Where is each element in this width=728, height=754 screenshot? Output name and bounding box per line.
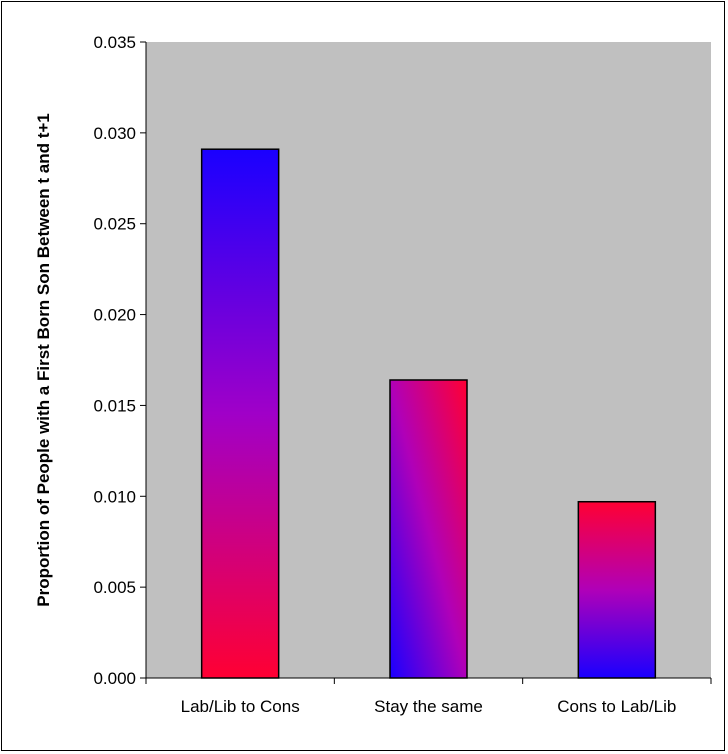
bars-group xyxy=(200,148,657,679)
x-tick-label: Stay the same xyxy=(374,697,483,716)
bar xyxy=(389,379,468,679)
y-tick-label: 0.010 xyxy=(93,487,136,506)
y-tick-label: 0.030 xyxy=(93,124,136,143)
y-tick-label: 0.025 xyxy=(93,215,136,234)
y-tick-label: 0.035 xyxy=(93,33,136,52)
bar xyxy=(200,148,280,679)
y-axis: 0.000 0.005 0.010 0.015 0.020 0.025 0.030 0.035 xyxy=(93,33,147,688)
y-axis-title: Proportion of People with a First Born S… xyxy=(34,113,53,607)
bar xyxy=(577,500,657,679)
y-tick-label: 0.015 xyxy=(93,396,136,415)
x-axis: Lab/Lib to Cons Stay the same Cons to Lab/… xyxy=(145,677,712,716)
x-tick-label: Cons to Lab/Lib xyxy=(557,697,676,716)
x-tick-label: Lab/Lib to Cons xyxy=(181,697,300,716)
y-tick-label: 0.000 xyxy=(93,669,136,688)
y-tick-label: 0.005 xyxy=(93,578,136,597)
y-tick-label: 0.020 xyxy=(93,306,136,325)
